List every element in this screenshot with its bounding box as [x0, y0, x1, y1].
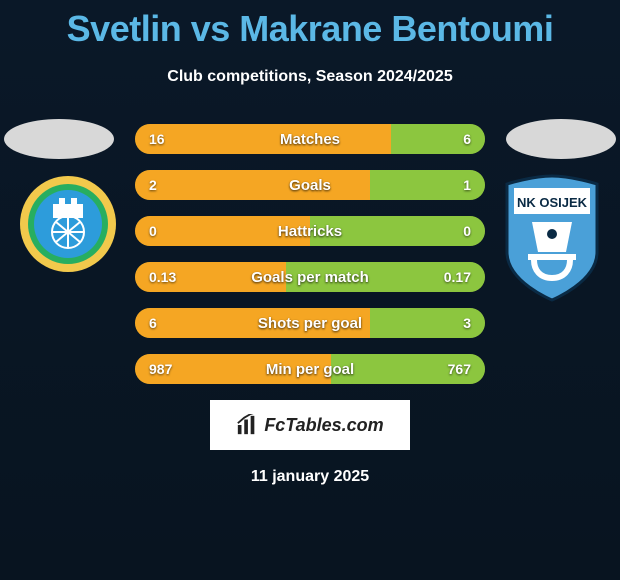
- stat-value-right: 1: [431, 177, 471, 193]
- subtitle: Club competitions, Season 2024/2025: [0, 68, 620, 86]
- stat-label: Hattricks: [278, 223, 342, 240]
- stat-row: 16 Matches 6: [135, 124, 485, 154]
- chart-icon: [236, 414, 258, 436]
- stat-value-left: 987: [149, 361, 189, 377]
- stat-rows-container: 16 Matches 6 2 Goals 1 0 Hattricks 0 0.13 Goals pe…: [135, 124, 485, 384]
- stat-row: 2 Goals 1: [135, 170, 485, 200]
- stat-label: Shots per goal: [258, 315, 362, 332]
- stat-value-left: 0.13: [149, 269, 189, 285]
- stat-label: Goals: [289, 177, 331, 194]
- country-flag-left: [4, 119, 114, 159]
- svg-text:NK OSIJEK: NK OSIJEK: [517, 195, 588, 210]
- stat-value-right: 0: [431, 223, 471, 239]
- stats-area: NK OSIJEK 16 Matches 6 2 Goals 1 0 Hattricks 0 0.…: [0, 124, 620, 384]
- stat-row: 6 Shots per goal 3: [135, 308, 485, 338]
- stat-value-right: 3: [431, 315, 471, 331]
- page-title: Svetlin vs Makrane Bentoumi: [0, 0, 620, 50]
- footer-brand[interactable]: FcTables.com: [210, 400, 410, 450]
- stat-value-right: 6: [431, 131, 471, 147]
- stat-value-right: 767: [431, 361, 471, 377]
- stat-label: Min per goal: [266, 361, 354, 378]
- stat-row: 0.13 Goals per match 0.17: [135, 262, 485, 292]
- stat-value-left: 0: [149, 223, 189, 239]
- country-flag-right: [506, 119, 616, 159]
- stat-value-left: 6: [149, 315, 189, 331]
- stat-value-right: 0.17: [431, 269, 471, 285]
- stat-label: Matches: [280, 131, 340, 148]
- footer-brand-text: FcTables.com: [264, 415, 383, 436]
- club-badge-left: [18, 174, 118, 274]
- stat-value-left: 16: [149, 131, 189, 147]
- stat-value-left: 2: [149, 177, 189, 193]
- date-label: 11 january 2025: [0, 468, 620, 486]
- stat-row: 0 Hattricks 0: [135, 216, 485, 246]
- stat-label: Goals per match: [251, 269, 369, 286]
- stat-row: 987 Min per goal 767: [135, 354, 485, 384]
- club-badge-right: NK OSIJEK: [502, 174, 602, 304]
